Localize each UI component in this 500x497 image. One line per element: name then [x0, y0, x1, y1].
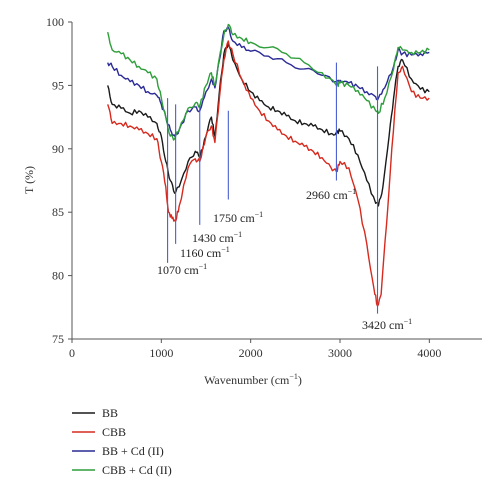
y-tick-label: 90 — [52, 142, 64, 156]
y-tick-label: 80 — [52, 269, 64, 283]
peak-label-text: 2960 cm — [306, 188, 348, 202]
x-tick-label: 0 — [69, 346, 75, 360]
x-axis-ticks: 0 1000 2000 3000 4000 — [69, 339, 441, 360]
peak-label-sup: −1 — [221, 245, 230, 254]
x-tick-label: 1000 — [149, 346, 173, 360]
x-tick-label: 3000 — [328, 346, 352, 360]
y-tick-label: 75 — [52, 332, 64, 346]
peak-label-4: 2960 cm−1 — [306, 187, 356, 202]
legend: BB CBB BB + Cd (II) CBB + Cd (II) — [72, 406, 172, 477]
peak-label-text: 1750 cm — [213, 211, 255, 225]
x-axis-title: Wavenumber (cm−1) — [204, 372, 302, 387]
peak-label-sup: −1 — [234, 230, 243, 239]
peak-label-1: 1160 cm−1 — [180, 245, 230, 260]
series-line-1 — [107, 40, 430, 307]
peak-label-sup: −1 — [404, 317, 413, 326]
peak-label-sup: −1 — [348, 187, 357, 196]
x-axis-title-close: ) — [298, 373, 302, 387]
series-line-0 — [107, 42, 430, 207]
y-tick-label: 85 — [52, 205, 64, 219]
peak-label-2: 1430 cm−1 — [192, 230, 242, 245]
peak-label-sup: −1 — [199, 262, 208, 271]
series-line-3 — [107, 23, 430, 141]
peak-label-0: 1070 cm−1 — [157, 262, 207, 277]
peak-label-3: 1750 cm−1 — [213, 210, 263, 225]
marker-layer — [167, 62, 379, 314]
y-axis-title: T (%) — [22, 166, 36, 194]
x-tick-label: 2000 — [239, 346, 263, 360]
peak-label-text: 1070 cm — [157, 263, 199, 277]
series-layer — [107, 23, 430, 307]
legend-label-3: CBB + Cd (II) — [102, 463, 172, 477]
peak-label-5: 3420 cm−1 — [362, 317, 412, 332]
x-tick-label: 4000 — [417, 346, 441, 360]
legend-label-2: BB + Cd (II) — [102, 444, 164, 458]
x-axis-title-main: Wavenumber (cm — [204, 373, 290, 387]
y-axis-ticks: 75 80 85 90 95 100 — [46, 15, 72, 346]
peak-label-text: 3420 cm — [362, 318, 404, 332]
peak-label-sup: −1 — [255, 210, 264, 219]
y-tick-label: 95 — [52, 78, 64, 92]
legend-label-0: BB — [102, 406, 118, 420]
x-axis-title-sup: −1 — [289, 372, 298, 381]
legend-label-1: CBB — [102, 425, 126, 439]
y-tick-label: 100 — [46, 15, 64, 29]
peak-label-text: 1430 cm — [192, 231, 234, 245]
series-line-2 — [107, 26, 430, 137]
peak-label-text: 1160 cm — [180, 246, 222, 260]
